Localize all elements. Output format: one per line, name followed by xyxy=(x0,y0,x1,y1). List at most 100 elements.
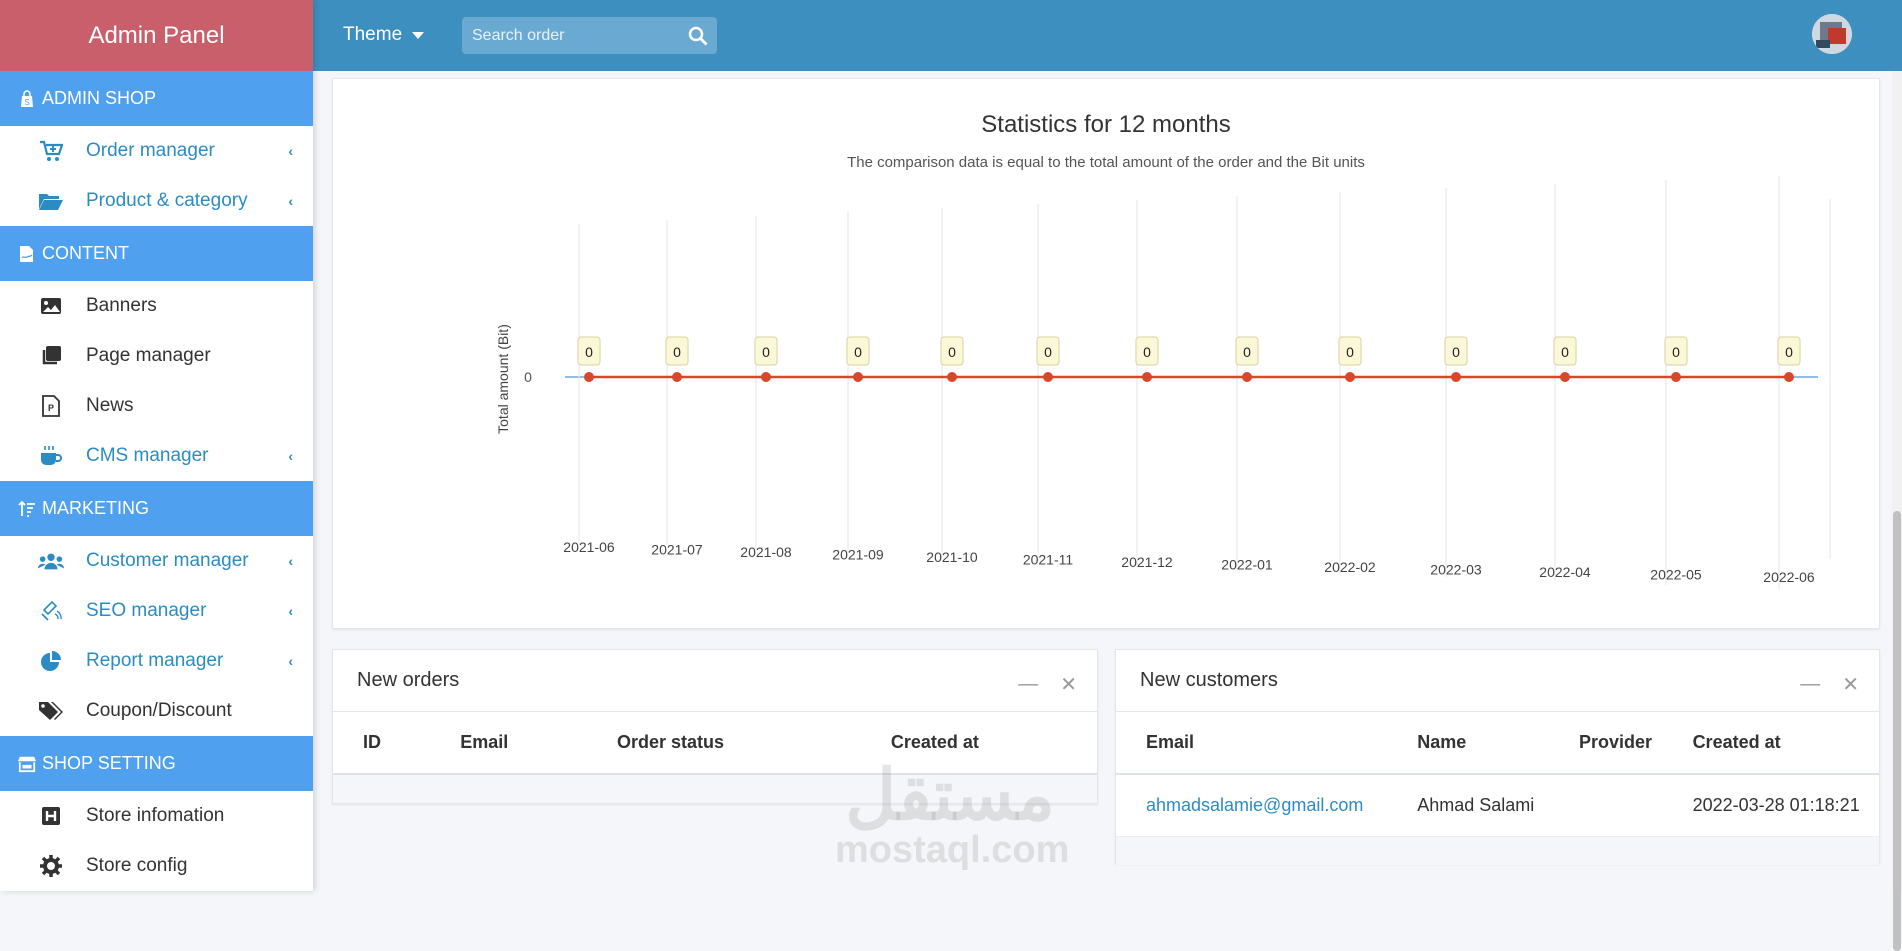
x-tick-label: 2021-09 xyxy=(832,547,884,563)
data-label-box xyxy=(754,336,778,366)
section-label: SHOP SETTING xyxy=(42,753,176,773)
table-footer xyxy=(333,775,1097,803)
sidebar-item-coupon-discount[interactable]: Coupon/Discount xyxy=(0,686,313,736)
card-title: New orders xyxy=(357,669,460,691)
new-customers-card: New customers — ✕ Email Name Provider Cr… xyxy=(1115,649,1880,865)
chart-title: Statistics for 12 months xyxy=(981,111,1231,138)
sidebar-item-label: Order manager xyxy=(86,140,215,161)
column-header[interactable]: Name xyxy=(1387,712,1549,775)
user-avatar[interactable] xyxy=(1812,14,1852,54)
store-icon xyxy=(18,756,36,772)
theme-label: Theme xyxy=(343,24,403,45)
theme-dropdown[interactable]: Theme xyxy=(343,24,425,46)
data-label: 0 xyxy=(1143,344,1151,360)
search-input[interactable] xyxy=(462,17,717,54)
avatar-image-icon xyxy=(1812,14,1852,54)
minimize-icon[interactable]: — xyxy=(1800,673,1821,695)
y-axis-label: Total amount (Bit) xyxy=(495,324,511,434)
minimize-icon[interactable]: — xyxy=(1018,673,1039,695)
column-header[interactable]: Email xyxy=(1116,712,1388,775)
data-label-box xyxy=(1777,336,1801,366)
data-point xyxy=(1242,372,1252,382)
section-content: CONTENT xyxy=(0,226,313,281)
new-orders-header: New orders — ✕ xyxy=(333,650,1097,712)
x-tick-label: 2022-04 xyxy=(1539,564,1591,580)
x-tick-label: 2022-06 xyxy=(1763,569,1815,585)
column-header[interactable]: Created at xyxy=(1662,712,1879,775)
data-label: 0 xyxy=(948,344,956,360)
satellite-icon xyxy=(38,600,64,622)
customer-email-link[interactable]: ahmadsalamie@gmail.com xyxy=(1146,794,1364,815)
sidebar-item-seo-manager[interactable]: SEO manager ‹ xyxy=(0,586,313,636)
x-tick-label: 2022-02 xyxy=(1324,559,1376,575)
section-shop-setting: SHOP SETTING xyxy=(0,736,313,791)
chart-subtitle: The comparison data is equal to the tota… xyxy=(847,154,1365,171)
data-point xyxy=(584,372,594,382)
sidebar-item-label: Page manager xyxy=(86,345,211,366)
h-square-icon xyxy=(38,805,64,827)
chevron-left-icon: ‹ xyxy=(288,603,293,619)
gear-icon xyxy=(38,855,64,877)
data-label-box xyxy=(665,336,689,366)
x-tick-label: 2021-07 xyxy=(651,542,703,558)
card-tools: — ✕ xyxy=(1800,672,1859,697)
chevron-left-icon: ‹ xyxy=(288,653,293,669)
tags-icon xyxy=(38,700,64,722)
orders-table: ID Email Order status Created at xyxy=(333,712,1097,775)
page-scrollbar[interactable] xyxy=(1892,71,1902,951)
sidebar: Admin Panel S ADMIN SHOP Order manager ‹… xyxy=(0,0,313,891)
chevron-left-icon: ‹ xyxy=(288,143,293,159)
sidebar-item-page-manager[interactable]: Page manager xyxy=(0,331,313,381)
column-header[interactable]: Created at xyxy=(860,712,1097,775)
sidebar-item-label: Customer manager xyxy=(86,550,249,571)
column-header[interactable]: Provider xyxy=(1548,712,1663,775)
data-label: 0 xyxy=(673,344,681,360)
x-tick-label: 2022-05 xyxy=(1650,567,1702,583)
x-tick-label: 2022-03 xyxy=(1430,562,1482,578)
sidebar-item-store-information[interactable]: Store infomation xyxy=(0,791,313,841)
provider-cell xyxy=(1548,774,1663,837)
close-icon[interactable]: ✕ xyxy=(1060,674,1077,696)
section-label: CONTENT xyxy=(42,243,129,263)
sidebar-item-cms-manager[interactable]: CMS manager ‹ xyxy=(0,431,313,481)
caret-down-icon xyxy=(412,31,425,39)
section-admin-shop: S ADMIN SHOP xyxy=(0,71,313,126)
data-point xyxy=(1784,372,1794,382)
sidebar-item-banners[interactable]: Banners xyxy=(0,281,313,331)
chart-pie-icon xyxy=(38,650,64,672)
sidebar-item-label: News xyxy=(86,395,134,416)
data-label: 0 xyxy=(854,344,862,360)
data-label: 0 xyxy=(1785,344,1793,360)
data-point xyxy=(1560,372,1570,382)
data-label-box xyxy=(1444,336,1468,366)
sidebar-item-label: Product & category xyxy=(86,190,248,211)
column-header[interactable]: Order status xyxy=(586,712,861,775)
sidebar-item-store-config[interactable]: Store config xyxy=(0,841,313,891)
scrollbar-thumb[interactable] xyxy=(1893,511,1901,951)
close-icon[interactable]: ✕ xyxy=(1842,674,1859,696)
sidebar-item-order-manager[interactable]: Order manager ‹ xyxy=(0,126,313,176)
sidebar-item-product-category[interactable]: Product & category ‹ xyxy=(0,176,313,226)
sidebar-item-label: Coupon/Discount xyxy=(86,700,232,721)
section-label: ADMIN SHOP xyxy=(42,88,157,108)
sidebar-item-news[interactable]: P News xyxy=(0,381,313,431)
data-label: 0 xyxy=(1044,344,1052,360)
search-icon[interactable] xyxy=(687,25,709,47)
sidebar-item-label: Report manager xyxy=(86,650,224,671)
sidebar-item-customer-manager[interactable]: Customer manager ‹ xyxy=(0,536,313,586)
file-signature-icon xyxy=(20,245,33,262)
data-label-box xyxy=(940,336,964,366)
new-customers-header: New customers — ✕ xyxy=(1116,650,1879,712)
column-header[interactable]: Email xyxy=(430,712,587,775)
brand-title[interactable]: Admin Panel xyxy=(0,0,313,71)
svg-text:S: S xyxy=(24,98,29,107)
data-label-box xyxy=(1135,336,1159,366)
sidebar-item-report-manager[interactable]: Report manager ‹ xyxy=(0,636,313,686)
data-point xyxy=(761,372,771,382)
copy-icon xyxy=(38,345,64,367)
column-header[interactable]: ID xyxy=(333,712,431,775)
name-cell: Ahmad Salami xyxy=(1387,774,1549,837)
sidebar-item-label: Store config xyxy=(86,855,188,876)
x-tick-label: 2021-12 xyxy=(1121,554,1173,570)
watermark-english: mostaql.com xyxy=(835,829,1070,871)
